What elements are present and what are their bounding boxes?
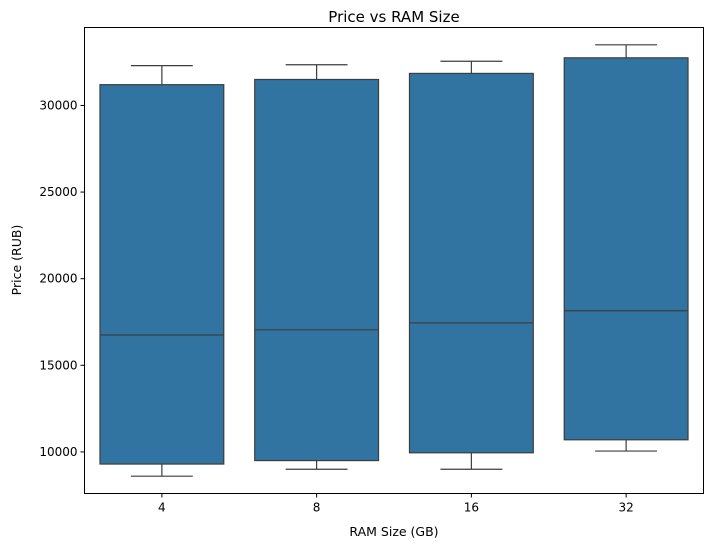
box-16 <box>408 60 534 470</box>
y-tick-label: 30000 <box>39 98 77 112</box>
x-tick-label: 4 <box>158 501 166 515</box>
y-tick-label: 15000 <box>39 358 77 372</box>
box-iqr <box>99 84 225 465</box>
plot-area <box>99 44 689 477</box>
x-tick-label: 32 <box>618 501 633 515</box>
box-32 <box>563 44 689 452</box>
plot-frame <box>84 27 704 494</box>
box-4 <box>99 65 225 477</box>
x-tick-label: 16 <box>464 501 479 515</box>
y-tick-label: 25000 <box>39 185 77 199</box>
box-iqr <box>254 78 380 462</box>
x-axis-label: RAM Size (GB) <box>349 524 438 539</box>
box-iqr <box>563 57 689 441</box>
box-iqr <box>408 72 534 454</box>
y-axis: 10000 15000 20000 25000 30000 <box>39 98 85 459</box>
chart-title: Price vs RAM Size <box>328 8 459 26</box>
y-tick-label: 10000 <box>39 445 77 459</box>
x-tick-label: 8 <box>313 501 321 515</box>
y-axis-label: Price (RUB) <box>9 225 24 296</box>
box-8 <box>254 64 380 470</box>
y-tick-label: 20000 <box>39 272 77 286</box>
x-axis: 4 8 16 32 <box>158 493 634 515</box>
